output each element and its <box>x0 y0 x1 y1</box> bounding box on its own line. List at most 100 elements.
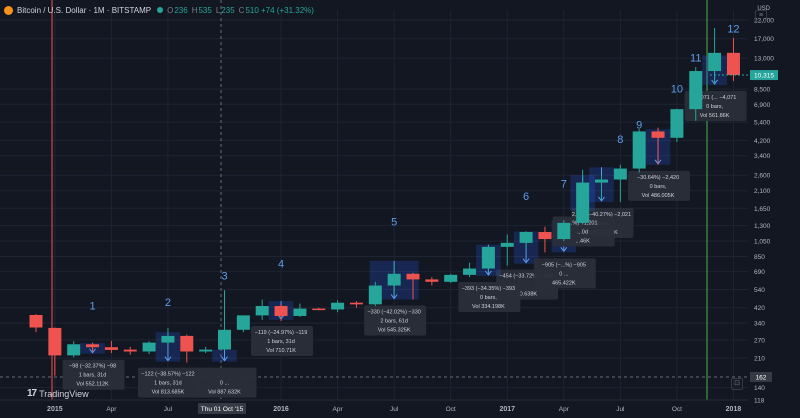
wave-label: 3 <box>221 270 227 282</box>
tradingview-mark-icon: 17 <box>27 388 37 399</box>
time-tick-label: Jul <box>616 406 625 413</box>
open-label: O <box>167 5 174 15</box>
close-label: C <box>238 5 245 15</box>
price-tick-label: 3,400 <box>754 153 771 160</box>
range-label-text: Vol 334.198K <box>472 304 505 310</box>
auto-scale-icon[interactable]: ⊡ <box>731 378 743 390</box>
wave-label: 9 <box>636 119 642 131</box>
symbol-title[interactable]: Bitcoin / U.S. Dollar · 1M · BITSTAMP <box>17 5 152 15</box>
price-tick-label: 1,050 <box>754 239 771 246</box>
market-status-icon <box>157 7 164 13</box>
range-label-box <box>194 367 257 398</box>
range-label-text: 465.422K <box>552 280 576 286</box>
price-tick-label: 140 <box>754 385 765 392</box>
crosshair-date-text: Thu 01 Oct '15 <box>201 406 244 413</box>
time-tick-label: Apr <box>106 406 117 413</box>
range-label-text: −454 (−33.72%) −454 <box>499 274 552 280</box>
price-tick-label: 2,100 <box>754 188 771 195</box>
price-tick-label: 690 <box>754 269 765 276</box>
candle-body <box>651 131 665 138</box>
range-arrow-head <box>89 348 96 354</box>
high-label: H <box>191 5 198 15</box>
range-arrow-head <box>390 294 398 300</box>
range-label-text: 1 bars, 31d <box>267 339 295 345</box>
price-tick-label: 1,650 <box>754 206 771 213</box>
range-label-text: ...0d <box>577 230 588 236</box>
range-label-text: 1 bars, 31d <box>154 381 182 387</box>
axes: 22,00017,00013,00010,3158,5006,9005,4004… <box>0 18 778 414</box>
candle-body <box>444 274 458 282</box>
range-label-text: ...0.638K <box>515 292 537 298</box>
time-tick-label: Jul <box>164 406 173 413</box>
price-tick-label: 210 <box>754 356 765 363</box>
range-label-text: 1 bars, 31d <box>79 373 107 379</box>
candle-body <box>500 242 514 247</box>
currency-label[interactable]: USD <box>757 6 770 12</box>
range-label-text: ...46K <box>575 239 590 245</box>
candle-body <box>726 52 740 76</box>
price-tick-label: 13,000 <box>754 56 774 63</box>
range-arrow-head <box>164 356 172 362</box>
time-tick-label: Apr <box>559 406 570 413</box>
candle-body <box>689 71 703 110</box>
candle-body <box>29 314 43 328</box>
range-label-text: Vol 710.71K <box>266 348 296 354</box>
time-tick-label: Oct <box>672 406 682 413</box>
candle-body <box>425 279 439 282</box>
candle-body <box>293 308 307 316</box>
low-label: L <box>215 5 221 15</box>
candle-body <box>595 179 608 183</box>
candle-body <box>557 222 571 240</box>
candle-body <box>670 109 684 138</box>
annotation-layer: −98 (−32.37%) −98 1 bars, 31d Vol 552.112K… <box>62 55 747 398</box>
candle-body <box>142 342 156 352</box>
crosshair-price-text: 162 <box>756 374 767 381</box>
crosshair-price-tag <box>750 371 772 382</box>
range-label-text: 0 bars, <box>650 184 667 190</box>
wave-label: 7 <box>561 178 567 190</box>
range-label-text: −4,071 (... −4,071 <box>693 95 736 101</box>
wave-label: 4 <box>278 259 284 271</box>
price-tick-label: 420 <box>754 305 765 312</box>
candle-body <box>86 344 100 348</box>
range-label-box <box>364 305 427 336</box>
time-tick-label: Apr <box>333 406 344 413</box>
time-tick-label: 2015 <box>47 406 63 413</box>
wave-label: 10 <box>671 84 683 96</box>
price-tick-label: 4,200 <box>754 138 771 145</box>
candle-body <box>218 329 231 350</box>
range-arrow-head <box>560 247 568 253</box>
candle-body <box>274 306 288 316</box>
candle-body <box>161 335 175 343</box>
high-value: 535 <box>198 5 212 15</box>
bitcoin-icon <box>4 5 13 15</box>
range-arrow-head <box>485 270 492 276</box>
price-scale-menu-icon[interactable]: ≡ <box>755 10 767 22</box>
range-label-box <box>628 170 691 201</box>
price-tick-label: 540 <box>754 287 765 294</box>
range-label-text: −30.64%) −2,420 <box>637 175 679 181</box>
last-price-text: 10,315 <box>754 73 774 80</box>
range-arrow-head <box>522 258 530 264</box>
range-label-text: −122 (−38.57%) −122 <box>141 372 194 378</box>
range-label-box <box>137 367 200 398</box>
price-tick-label: 118 <box>754 398 765 405</box>
range-label-text: 2,021 (−40.27%) −2,021 <box>572 212 631 218</box>
range-label-text: Vol 552.112K <box>76 382 109 388</box>
last-price-tag <box>750 70 778 81</box>
candle-body <box>463 268 477 275</box>
candle-body <box>368 285 382 305</box>
candle-body <box>538 232 552 240</box>
range-arrow-head <box>221 356 228 362</box>
range-label-text: Vol 545.325K <box>378 328 411 334</box>
price-tick-label: 5,400 <box>754 120 771 127</box>
candle-body <box>349 302 363 305</box>
candle-body <box>576 182 590 223</box>
range-label-text: −905 (−...%) −905 <box>542 262 586 268</box>
price-tick-label: 340 <box>754 321 765 328</box>
range-label-box <box>458 281 521 312</box>
range-label-text: 0 ... <box>559 271 569 277</box>
